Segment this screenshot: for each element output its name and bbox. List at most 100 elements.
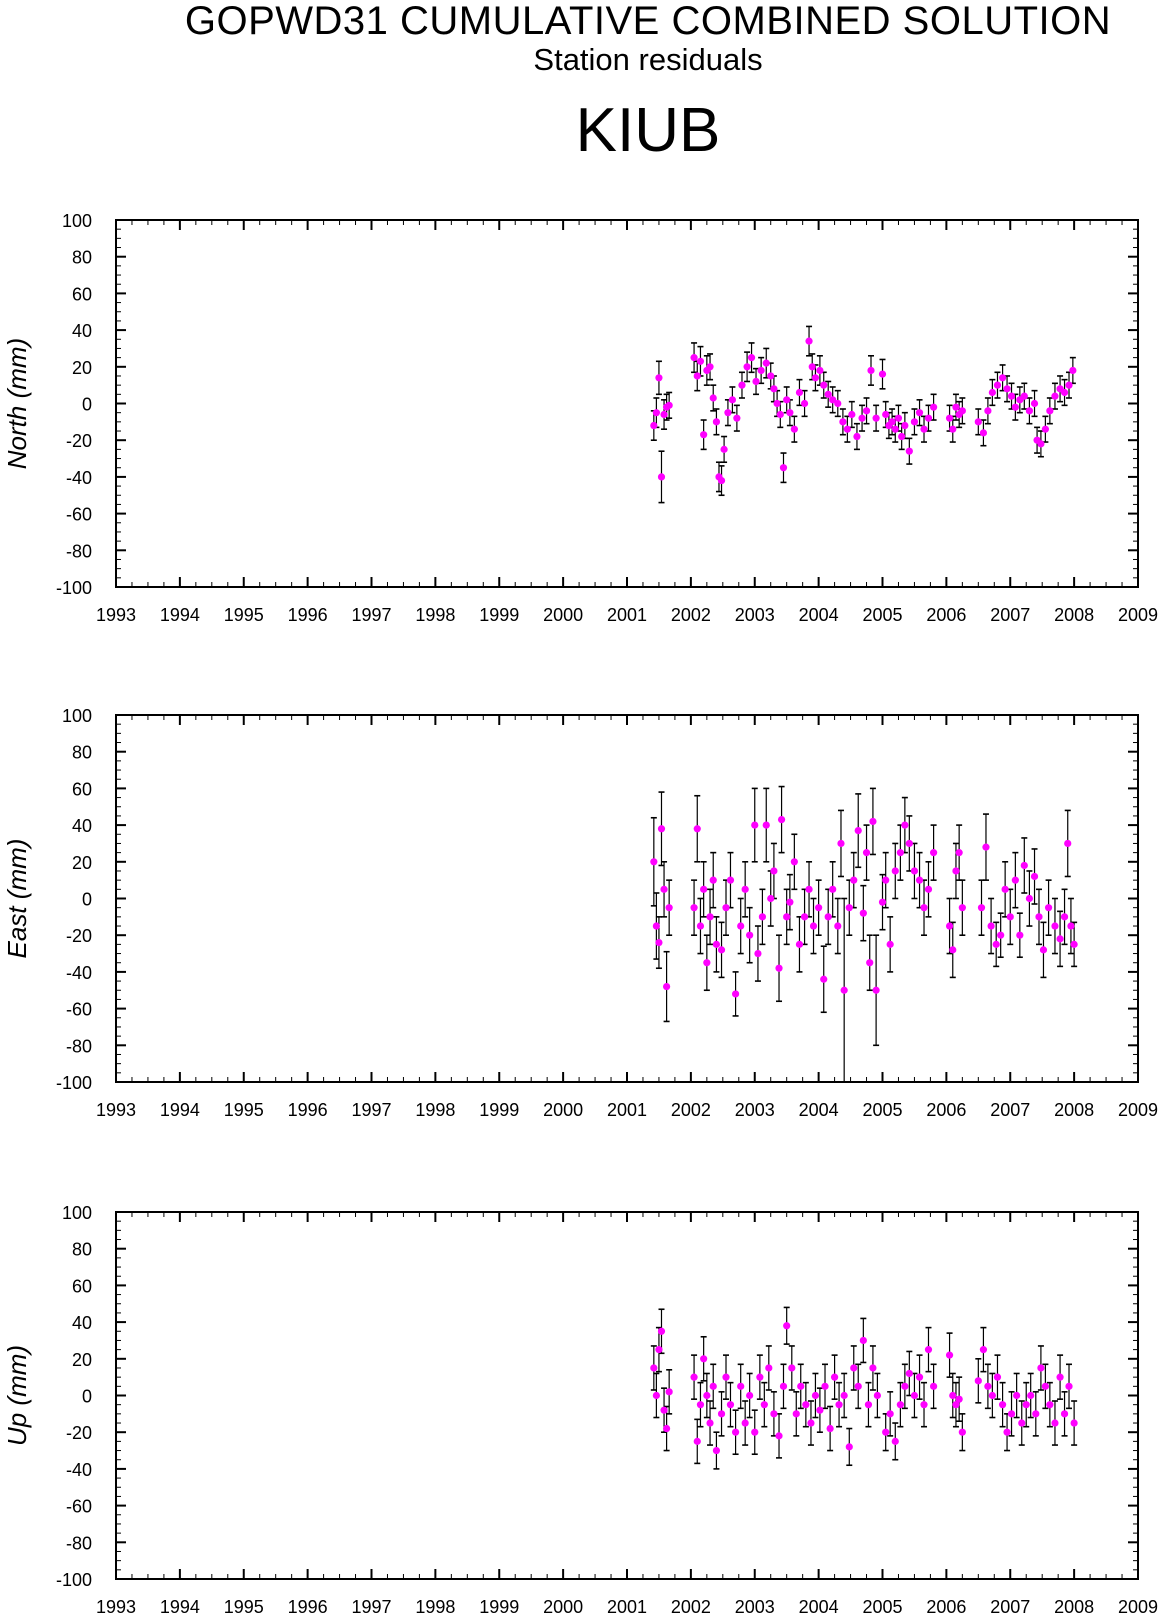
data-point xyxy=(741,885,749,893)
data-point xyxy=(1039,946,1048,954)
y-tick-label: 40 xyxy=(72,816,92,836)
data-point xyxy=(840,986,848,994)
data-point xyxy=(952,1401,960,1409)
data-point xyxy=(896,1401,904,1409)
data-point xyxy=(779,1382,788,1390)
data-point xyxy=(998,374,1007,382)
y-tick-label: 80 xyxy=(72,1240,92,1260)
data-point xyxy=(690,1373,698,1381)
y-tick-label: -20 xyxy=(66,926,92,946)
x-tick-label: 2000 xyxy=(543,1100,583,1120)
x-tick-label: 1994 xyxy=(160,605,200,625)
east-axis-label: East (mm) xyxy=(2,839,32,959)
data-point xyxy=(737,1382,745,1390)
data-point xyxy=(862,407,871,415)
up-plot-frame xyxy=(115,1211,1139,1580)
y-tick-label: -60 xyxy=(66,1497,92,1517)
data-point xyxy=(657,473,666,481)
data-point xyxy=(657,825,666,833)
data-point xyxy=(1046,1401,1054,1409)
y-tick-label: 20 xyxy=(72,1350,92,1370)
data-point xyxy=(786,898,794,906)
data-point xyxy=(1020,392,1028,400)
data-point xyxy=(915,1373,924,1381)
data-point xyxy=(770,867,778,875)
x-tick-label: 2009 xyxy=(1118,1100,1158,1120)
x-tick-label: 1995 xyxy=(224,1100,264,1120)
data-point xyxy=(775,1432,783,1440)
data-point xyxy=(1007,392,1016,400)
data-point xyxy=(800,913,809,921)
y-tick-label: -60 xyxy=(66,505,92,525)
data-point xyxy=(665,904,673,912)
data-point xyxy=(1064,839,1072,848)
data-point xyxy=(726,876,735,884)
data-point xyxy=(1060,1410,1069,1418)
data-point xyxy=(853,432,861,441)
data-point xyxy=(998,1401,1007,1409)
x-tick-label: 1999 xyxy=(479,1100,519,1120)
data-point xyxy=(834,922,842,930)
x-tick-label: 2002 xyxy=(671,1597,711,1617)
data-point xyxy=(655,374,663,382)
data-point xyxy=(652,922,660,930)
data-point xyxy=(910,418,919,426)
data-point xyxy=(1007,1410,1016,1418)
data-point xyxy=(905,447,913,455)
data-point xyxy=(1056,935,1064,943)
x-tick-label: 2008 xyxy=(1054,1100,1094,1120)
data-point xyxy=(693,372,701,380)
data-point xyxy=(1041,1382,1049,1390)
x-tick-label: 1998 xyxy=(415,1597,455,1617)
data-point xyxy=(878,370,887,378)
data-point xyxy=(988,1391,996,1400)
data-point xyxy=(924,885,933,893)
east-panel: 1993 1994 1995 1996 1997 1998 1999 2000 2001 2002… xyxy=(2,706,1158,1120)
data-point xyxy=(984,407,992,415)
data-point xyxy=(717,476,726,485)
x-tick-label: 2005 xyxy=(862,1597,902,1617)
data-point xyxy=(797,1382,805,1390)
data-point xyxy=(958,1428,966,1436)
y-tick-label: 0 xyxy=(82,395,92,415)
data-point xyxy=(665,401,673,409)
data-point xyxy=(1051,1419,1059,1427)
data-point xyxy=(738,381,746,389)
data-point xyxy=(765,1364,773,1372)
data-point xyxy=(979,429,988,437)
data-point xyxy=(652,409,660,417)
data-point xyxy=(756,1373,764,1381)
data-point xyxy=(987,922,995,930)
data-point xyxy=(848,410,856,419)
data-point xyxy=(733,414,741,422)
x-tick-label: 1996 xyxy=(288,1100,328,1120)
data-point xyxy=(905,1369,913,1378)
data-point xyxy=(955,849,963,857)
x-tick-label: 2009 xyxy=(1118,1597,1158,1617)
data-point xyxy=(920,425,928,433)
data-point xyxy=(700,885,708,893)
data-point xyxy=(854,827,862,835)
y-tick-label: -80 xyxy=(66,1533,92,1553)
data-point xyxy=(757,366,765,375)
x-tick-label: 2006 xyxy=(926,605,966,625)
data-point xyxy=(1070,940,1078,948)
x-tick-label: 1998 xyxy=(415,1100,455,1120)
data-point xyxy=(920,1401,928,1409)
data-point xyxy=(709,1382,717,1390)
data-point xyxy=(805,885,813,893)
data-point xyxy=(910,867,919,875)
data-point xyxy=(747,354,756,362)
data-point xyxy=(834,399,842,408)
up-axis-label: Up (mm) xyxy=(2,1345,32,1446)
data-point xyxy=(1030,872,1039,881)
data-point xyxy=(762,359,770,367)
x-tick-label: 2007 xyxy=(990,1100,1030,1120)
data-point xyxy=(815,904,823,912)
x-tick-label: 1997 xyxy=(351,605,391,625)
data-point xyxy=(790,858,798,866)
data-point xyxy=(1006,913,1014,921)
data-point xyxy=(1020,861,1028,870)
y-tick-label: 0 xyxy=(82,1387,92,1407)
data-point xyxy=(775,964,783,972)
